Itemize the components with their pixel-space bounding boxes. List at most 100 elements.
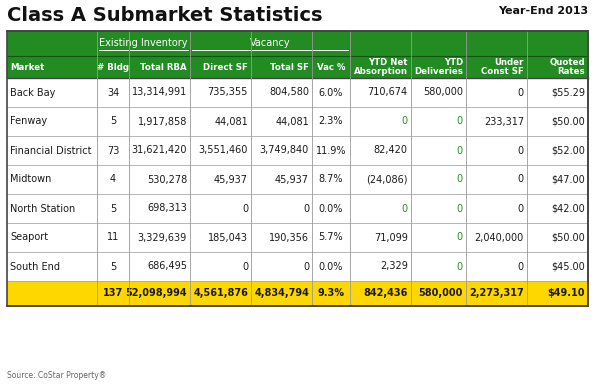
Text: Year-End 2013: Year-End 2013 [498,6,588,16]
Bar [7,281,588,306]
Text: 5: 5 [110,261,116,271]
Bar [7,165,588,194]
Text: 0: 0 [518,203,524,213]
Text: 45,937: 45,937 [214,174,248,185]
Text: $47.00: $47.00 [551,174,585,185]
Text: Quoted: Quoted [549,58,585,67]
Text: 686,495: 686,495 [147,261,187,271]
Text: 34: 34 [107,88,119,98]
Text: Back Bay: Back Bay [10,88,55,98]
Text: Total RBA: Total RBA [140,63,187,71]
Text: 0: 0 [402,203,408,213]
Text: 0: 0 [303,261,309,271]
Text: South End: South End [10,261,60,271]
Text: 3,551,460: 3,551,460 [199,146,248,156]
Text: 5: 5 [110,203,116,213]
Bar [7,31,588,306]
Text: 1,917,858: 1,917,858 [137,117,187,127]
Text: Financial District: Financial District [10,146,92,156]
Text: 31,621,420: 31,621,420 [131,146,187,156]
Text: 2,273,317: 2,273,317 [469,288,524,298]
Text: 6.0%: 6.0% [319,88,343,98]
Text: 73: 73 [107,146,119,156]
Text: 5.7%: 5.7% [318,232,343,242]
Text: 137: 137 [103,288,123,298]
Text: 4: 4 [110,174,116,185]
Text: Direct SF: Direct SF [203,63,248,71]
Text: Rates: Rates [558,67,585,76]
Text: 698,313: 698,313 [147,203,187,213]
Text: 2,329: 2,329 [380,261,408,271]
Text: 0: 0 [457,174,463,185]
Text: 0: 0 [518,146,524,156]
Text: 11: 11 [107,232,119,242]
Text: $52.00: $52.00 [551,146,585,156]
Text: $50.00: $50.00 [551,117,585,127]
Text: 71,099: 71,099 [374,232,408,242]
Text: North Station: North Station [10,203,75,213]
Text: 0.0%: 0.0% [319,261,343,271]
Text: 5: 5 [110,117,116,127]
Text: 13,314,991: 13,314,991 [131,88,187,98]
Text: 3,329,639: 3,329,639 [138,232,187,242]
Text: 82,420: 82,420 [374,146,408,156]
Text: 0: 0 [242,261,248,271]
Text: # Bldg: # Bldg [97,63,129,71]
Text: Fenway: Fenway [10,117,47,127]
Text: 0: 0 [303,203,309,213]
Text: 0: 0 [242,203,248,213]
Text: $45.00: $45.00 [551,261,585,271]
Text: Midtown: Midtown [10,174,51,185]
Text: 190,356: 190,356 [269,232,309,242]
Text: Market: Market [10,63,45,71]
Text: 580,000: 580,000 [419,288,463,298]
Text: 735,355: 735,355 [208,88,248,98]
Text: 710,674: 710,674 [368,88,408,98]
Text: 9.3%: 9.3% [317,288,345,298]
Text: 4,834,794: 4,834,794 [254,288,309,298]
Bar [7,252,588,281]
Text: 0: 0 [457,117,463,127]
Text: 0: 0 [402,117,408,127]
Text: 0: 0 [518,261,524,271]
Bar [7,78,588,107]
Text: $50.00: $50.00 [551,232,585,242]
Text: 3,749,840: 3,749,840 [260,146,309,156]
Text: 8.7%: 8.7% [319,174,343,185]
Text: Deliveries: Deliveries [414,67,463,76]
Text: (24,086): (24,086) [367,174,408,185]
Text: Total SF: Total SF [270,63,309,71]
Text: 2.3%: 2.3% [319,117,343,127]
Text: $42.00: $42.00 [551,203,585,213]
Bar [7,136,588,165]
Text: 0: 0 [518,174,524,185]
Text: 4,561,876: 4,561,876 [193,288,248,298]
Text: 2,040,000: 2,040,000 [475,232,524,242]
Text: Existing Inventory: Existing Inventory [99,39,188,49]
Text: 0: 0 [457,232,463,242]
Text: 45,937: 45,937 [275,174,309,185]
Bar [7,56,588,78]
Text: Absorption: Absorption [354,67,408,76]
Text: 233,317: 233,317 [484,117,524,127]
Text: YTD Net: YTD Net [368,58,408,67]
Text: 52,098,994: 52,098,994 [126,288,187,298]
Text: 804,580: 804,580 [269,88,309,98]
Text: Source: CoStar Property®: Source: CoStar Property® [7,371,107,380]
Text: 44,081: 44,081 [214,117,248,127]
Bar [7,194,588,223]
Text: 0: 0 [457,146,463,156]
Bar [7,107,588,136]
Text: 0.0%: 0.0% [319,203,343,213]
Bar [7,31,588,56]
Bar [7,223,588,252]
Text: Vacancy: Vacancy [249,39,290,49]
Text: $55.29: $55.29 [551,88,585,98]
Text: Class A Submarket Statistics: Class A Submarket Statistics [7,6,322,25]
Text: 11.9%: 11.9% [316,146,346,156]
Text: Seaport: Seaport [10,232,48,242]
Text: Under: Under [494,58,524,67]
Text: Const SF: Const SF [481,67,524,76]
Text: 530,278: 530,278 [147,174,187,185]
Text: YTD: YTD [444,58,463,67]
